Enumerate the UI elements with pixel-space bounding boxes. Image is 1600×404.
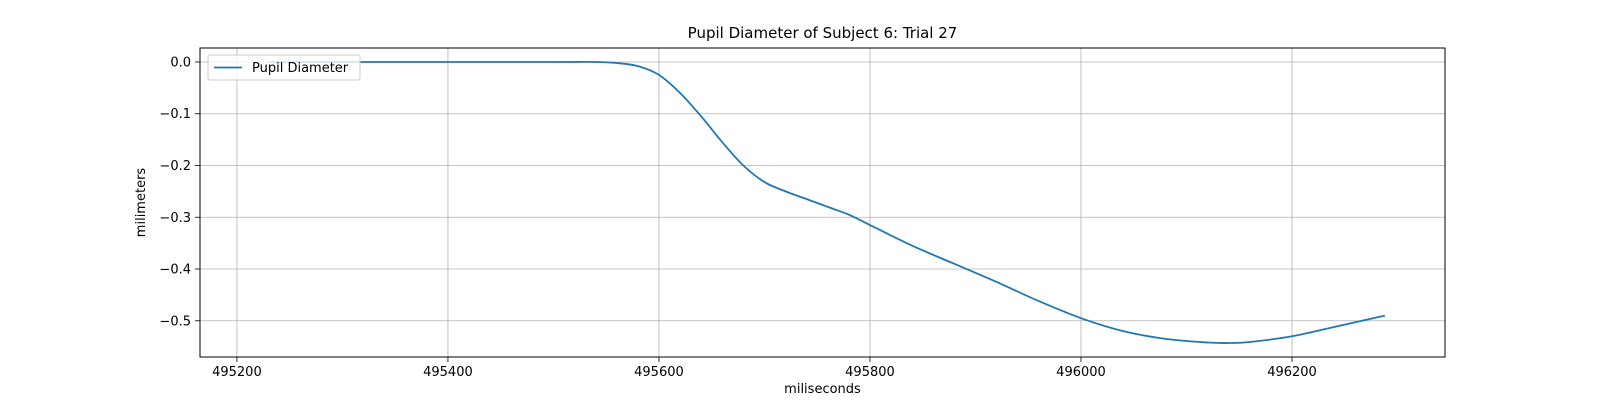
x-axis-label: miliseconds bbox=[784, 382, 861, 397]
x-tick-label: 496000 bbox=[1056, 365, 1106, 380]
chart-title: Pupil Diameter of Subject 6: Trial 27 bbox=[688, 24, 958, 42]
y-tick-label: 0.0 bbox=[170, 55, 191, 70]
x-tick-label: 495200 bbox=[212, 365, 262, 380]
grid-layer bbox=[200, 48, 1445, 357]
series-layer bbox=[268, 60, 1386, 344]
plot-frame bbox=[199, 47, 1446, 358]
y-tick-label: −0.4 bbox=[159, 263, 191, 278]
y-axis-label: milimeters bbox=[134, 168, 149, 238]
x-tick-label: 495600 bbox=[634, 365, 684, 380]
y-tick-label: −0.3 bbox=[159, 211, 191, 226]
legend: Pupil Diameter bbox=[207, 54, 361, 81]
legend-label: Pupil Diameter bbox=[252, 61, 349, 76]
ticks-layer: 495200 495400 495600 495800 496000 496200 0.0 −… bbox=[159, 55, 1316, 380]
x-tick-label: 495400 bbox=[423, 365, 473, 380]
x-tick-label: 495800 bbox=[845, 365, 895, 380]
legend-box bbox=[207, 54, 361, 81]
y-tick-label: −0.2 bbox=[159, 159, 191, 174]
x-tick-label: 496200 bbox=[1267, 365, 1317, 380]
series-line bbox=[268, 60, 1386, 344]
y-tick-label: −0.5 bbox=[159, 314, 191, 329]
y-tick-label: −0.1 bbox=[159, 107, 191, 122]
